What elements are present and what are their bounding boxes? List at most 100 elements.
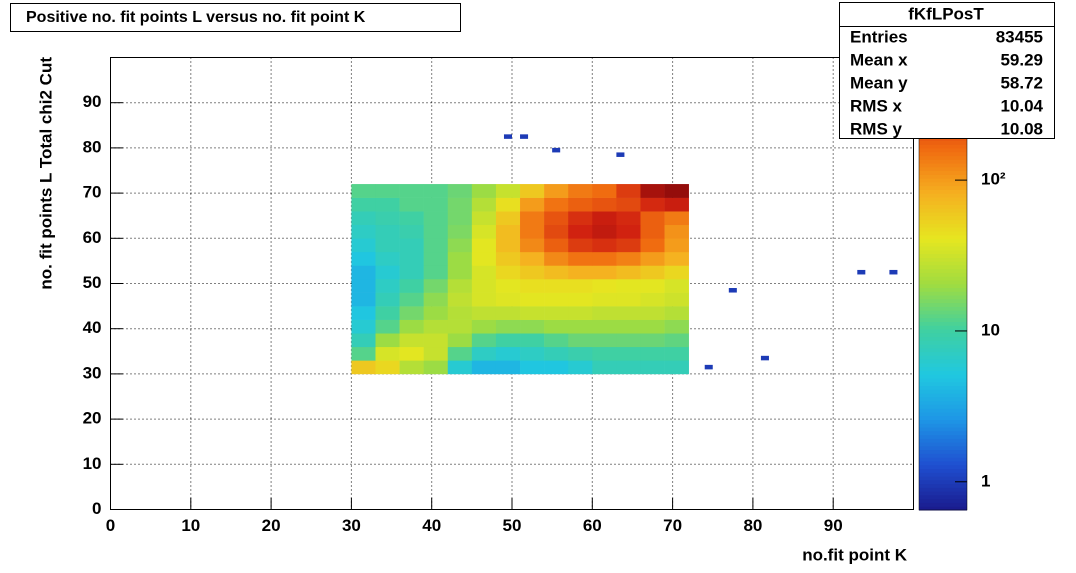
sparse-cell <box>857 269 866 275</box>
stats-value: 58.72 <box>1000 73 1043 92</box>
heatmap-cell <box>471 224 497 239</box>
color-bar-step <box>919 321 967 326</box>
y-tick-label: 30 <box>83 363 102 382</box>
color-bar-step <box>919 381 967 387</box>
color-bar-step <box>919 227 967 232</box>
color-bar-step <box>919 423 967 428</box>
color-bar-step <box>919 204 967 209</box>
heatmap-cell <box>568 306 593 320</box>
heatmap-cell <box>447 224 473 239</box>
color-bar-step <box>919 249 967 255</box>
color-bar-step <box>919 374 967 379</box>
y-axis-label: no. fit points L Total chi2 Cut <box>36 57 55 290</box>
heatmap-cell <box>568 292 593 307</box>
heatmap-cell <box>471 197 497 212</box>
color-bar-step <box>919 483 967 488</box>
heatmap-cell <box>520 292 545 307</box>
heatmap-cell <box>568 224 593 239</box>
heatmap-cell <box>423 251 449 266</box>
color-bar-step <box>919 415 967 420</box>
heatmap-cell <box>568 211 593 226</box>
heatmap-cell <box>664 238 689 253</box>
heatmap-cell <box>664 184 689 198</box>
heatmap-cell <box>447 333 473 348</box>
color-bar-step <box>919 310 967 315</box>
sparse-cell <box>889 269 898 275</box>
x-tick-label: 80 <box>743 516 762 535</box>
heatmap-cell <box>640 224 665 239</box>
heatmap-cell <box>544 333 569 348</box>
heatmap-cell <box>375 184 400 198</box>
color-bar-step <box>919 148 967 153</box>
heatmap-cell <box>399 251 424 266</box>
heatmap-cell <box>471 333 497 348</box>
heatmap-cell <box>592 278 617 293</box>
color-bar-step <box>919 476 967 481</box>
heatmap-cell <box>592 238 617 253</box>
color-bar-step <box>919 215 967 221</box>
color-bar-step <box>919 479 967 485</box>
y-tick-label: 60 <box>83 228 102 247</box>
color-bar-step <box>919 344 967 349</box>
heatmap-cell <box>447 306 473 320</box>
heatmap-cell <box>375 333 400 348</box>
color-bar-step <box>919 295 967 300</box>
heatmap-cell <box>471 360 497 375</box>
heatmap-cell <box>351 306 376 320</box>
heatmap-cell <box>520 319 545 334</box>
heatmap-cell <box>423 184 449 198</box>
color-bar-step <box>919 347 967 353</box>
heatmap-cell <box>375 306 400 320</box>
color-bar-step <box>919 438 967 443</box>
heatmap-cell <box>544 319 569 334</box>
x-tick-label: 70 <box>663 516 682 535</box>
color-bar-step <box>919 385 967 390</box>
heatmap-cell <box>616 333 641 348</box>
heatmap-cell <box>351 224 376 239</box>
color-bar-step <box>919 313 967 319</box>
heatmap-cell <box>592 306 617 320</box>
color-bar-step <box>919 325 967 330</box>
heatmap-cell <box>592 319 617 334</box>
color-bar-step <box>919 362 967 368</box>
heatmap-cell <box>616 184 641 198</box>
x-tick-label: 20 <box>262 516 281 535</box>
heatmap-cell <box>495 292 521 307</box>
heatmap-cell <box>520 211 545 226</box>
heatmap-cell <box>495 251 521 266</box>
heatmap-cell <box>520 184 545 198</box>
color-bar-step <box>919 408 967 413</box>
heatmap-cell <box>375 238 400 253</box>
heatmap-cell <box>423 224 449 239</box>
color-bar-step <box>919 257 967 262</box>
heatmap-cell <box>640 346 665 361</box>
color-bar-step <box>919 442 967 447</box>
y-tick-label: 40 <box>83 318 102 337</box>
color-bar-step <box>919 170 967 175</box>
heatmap-cell <box>592 224 617 239</box>
heatmap-cell <box>616 360 641 375</box>
sparse-cell <box>616 152 625 157</box>
x-tick-label: 60 <box>583 516 602 535</box>
heatmap-cell <box>423 292 449 307</box>
heatmap-cell <box>471 211 497 226</box>
heatmap-cell <box>351 278 376 293</box>
heatmap-cell <box>375 251 400 266</box>
heatmap-cell <box>640 360 665 375</box>
heatmap-cell <box>520 346 545 361</box>
heatmap-cell <box>399 211 424 226</box>
stats-name: Mean x <box>850 50 908 69</box>
y-tick-label: 90 <box>83 92 102 111</box>
x-tick-label: 30 <box>342 516 361 535</box>
heatmap-cell <box>495 360 521 375</box>
color-bar-step <box>919 230 967 236</box>
heatmap-cell <box>544 292 569 307</box>
color-bar-step <box>919 185 967 190</box>
heatmap-cell <box>544 238 569 253</box>
heatmap-cell <box>664 278 689 293</box>
y-tick-label: 50 <box>83 273 102 292</box>
sparse-cell <box>728 288 737 293</box>
heatmap-cell <box>399 292 424 307</box>
x-tick-label: 10 <box>181 516 200 535</box>
